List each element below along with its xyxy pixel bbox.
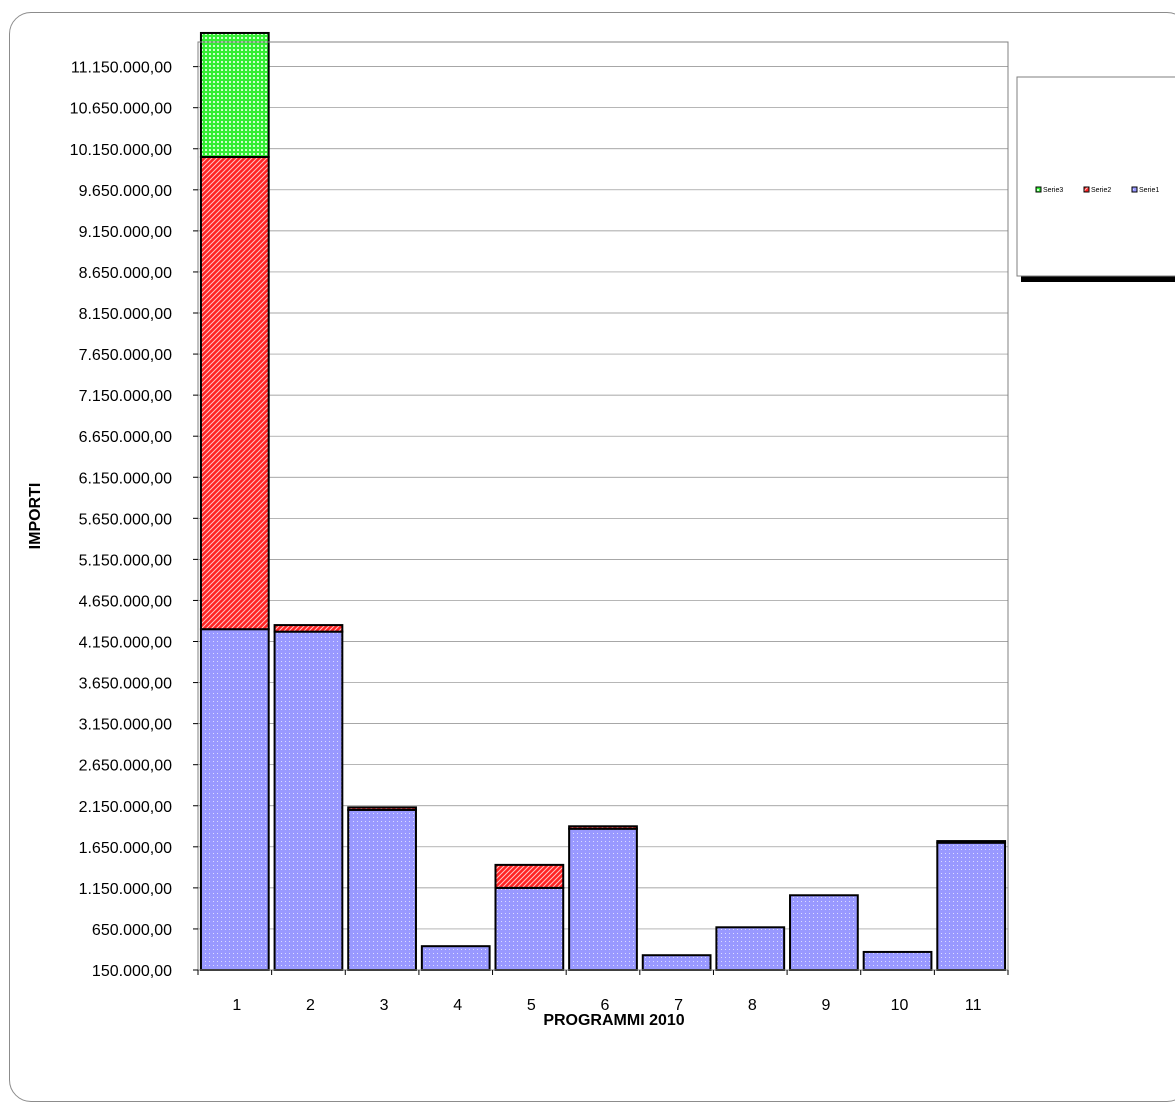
x-tick-labels: 1 2 3 4 5 6 7 8 9 10 11 xyxy=(232,997,981,1014)
y-tick-label: 4.650.000,00 xyxy=(79,593,173,610)
plot-area-border xyxy=(197,41,1009,971)
bar-serie1-7 xyxy=(641,954,712,972)
y-tick-label: 1.650.000,00 xyxy=(79,840,173,857)
bar-serie2-2 xyxy=(273,624,344,633)
bar-serie2-1 xyxy=(199,155,270,631)
y-tick-label: 4.150.000,00 xyxy=(79,635,173,652)
y-tick-label: 3.650.000,00 xyxy=(79,676,173,693)
x-axis-title: PROGRAMMI 2010 xyxy=(543,1012,684,1029)
y-tick-label: 9.650.000,00 xyxy=(79,183,173,200)
y-tick-label: 11.150.000,00 xyxy=(71,60,172,77)
y-tick-label: 6.650.000,00 xyxy=(79,429,173,446)
bar-serie1-9 xyxy=(789,894,859,972)
bar-serie2-11 xyxy=(936,840,1007,844)
x-tick-label: 5 xyxy=(527,997,536,1014)
legend-label-serie3: Serie3 xyxy=(1043,187,1063,194)
x-tick-label: 7 xyxy=(674,997,683,1014)
legend-swatch-serie1 xyxy=(1131,186,1138,193)
y-tick-label: 7.150.000,00 xyxy=(79,388,173,405)
x-tick-label: 10 xyxy=(891,997,909,1014)
bar-serie1-1 xyxy=(199,628,270,971)
y-tick-label: 5.150.000,00 xyxy=(79,552,173,569)
legend-label-serie2: Serie2 xyxy=(1091,187,1111,194)
legend: Serie3 Serie2 Serie1 xyxy=(1016,76,1175,282)
x-tick-label: 4 xyxy=(453,997,462,1014)
bar-serie1-5 xyxy=(494,886,565,971)
bar-serie1-10 xyxy=(862,950,933,971)
axes xyxy=(193,41,1009,975)
x-tick-label: 3 xyxy=(380,997,389,1014)
y-tick-label: 8.650.000,00 xyxy=(79,265,173,282)
bar-serie1-2 xyxy=(273,630,344,971)
y-tick-label: 150.000,00 xyxy=(92,963,172,980)
x-tick-label: 9 xyxy=(821,997,830,1014)
y-tick-label: 10.150.000,00 xyxy=(70,142,172,159)
x-tick-label: 6 xyxy=(601,997,610,1014)
bar-serie1-4 xyxy=(420,945,491,972)
bar-serie2-3 xyxy=(347,806,417,811)
x-tick-label: 11 xyxy=(965,997,982,1014)
bar-serie2-6 xyxy=(568,825,638,830)
y-tick-label: 3.150.000,00 xyxy=(79,717,173,734)
y-tick-label: 5.650.000,00 xyxy=(79,511,173,528)
y-tick-label: 7.650.000,00 xyxy=(79,347,173,364)
y-tick-labels: 150.000,00 650.000,00 1.150.000,00 1.650.00… xyxy=(70,60,172,980)
bar-serie1-6 xyxy=(568,827,638,971)
y-tick-label: 650.000,00 xyxy=(92,922,172,939)
bar-serie1-3 xyxy=(347,808,417,971)
bar-serie2-5 xyxy=(494,863,565,889)
y-axis-title: IMPORTI xyxy=(27,483,44,550)
y-tick-label: 1.150.000,00 xyxy=(79,881,173,898)
legend-swatch-serie3 xyxy=(1035,186,1042,193)
y-tick-label: 8.150.000,00 xyxy=(79,306,173,323)
y-tick-label: 2.650.000,00 xyxy=(79,758,173,775)
x-tick-label: 8 xyxy=(748,997,757,1014)
y-tick-label: 6.150.000,00 xyxy=(79,470,173,487)
bar-serie3-1 xyxy=(199,31,270,158)
bar-serie1-8 xyxy=(715,926,786,972)
y-tick-label: 9.150.000,00 xyxy=(79,224,173,241)
y-tick-label: 10.650.000,00 xyxy=(70,101,172,118)
bar-serie1-11 xyxy=(936,841,1007,971)
bars xyxy=(199,31,1007,972)
legend-swatch-serie2 xyxy=(1083,186,1090,193)
x-tick-label: 2 xyxy=(306,997,315,1014)
x-tick-label: 1 xyxy=(232,997,241,1014)
y-tick-label: 2.150.000,00 xyxy=(79,799,173,816)
legend-label-serie1: Serie1 xyxy=(1139,187,1159,194)
legend-box xyxy=(1016,76,1175,277)
